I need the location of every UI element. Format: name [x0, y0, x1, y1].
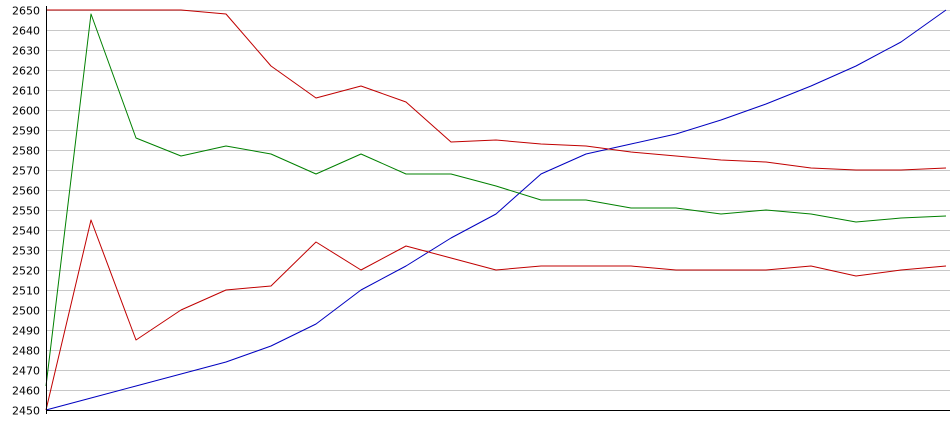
series-line-1 — [45, 9, 947, 411]
y-tick-label: 2560 — [12, 185, 40, 198]
y-tick-label: 2650 — [12, 5, 40, 18]
y-tick-label: 2470 — [12, 365, 40, 378]
y-tick-label: 2590 — [12, 125, 40, 138]
y-tick-label: 2500 — [12, 305, 40, 318]
y-tick-label: 2490 — [12, 325, 40, 338]
y-tick-label: 2640 — [12, 25, 40, 38]
y-tick-label: 2530 — [12, 245, 40, 258]
y-tick-label: 2450 — [12, 405, 40, 418]
y-tick-label: 2580 — [12, 145, 40, 158]
y-tick-label: 2480 — [12, 345, 40, 358]
y-tick-label: 2610 — [12, 85, 40, 98]
y-tick-label: 2570 — [12, 165, 40, 178]
y-tick-label: 2460 — [12, 385, 40, 398]
y-tick-label: 2600 — [12, 105, 40, 118]
y-tick-label: 2630 — [12, 45, 40, 58]
series-line-4 — [45, 219, 947, 411]
y-tick-label: 2520 — [12, 265, 40, 278]
y-tick-label: 2540 — [12, 225, 40, 238]
y-tick-label: 2550 — [12, 205, 40, 218]
y-tick-label: 2510 — [12, 285, 40, 298]
grid-lines — [46, 10, 950, 411]
y-tick-label: 2620 — [12, 65, 40, 78]
y-axis-tick-labels: 2450 2460 2470 2480 2490 2500 2510 2520 2530 2540… — [12, 5, 40, 418]
series-lines — [45, 9, 947, 411]
series-line-2 — [45, 13, 947, 387]
series-line-3 — [46, 9, 947, 171]
